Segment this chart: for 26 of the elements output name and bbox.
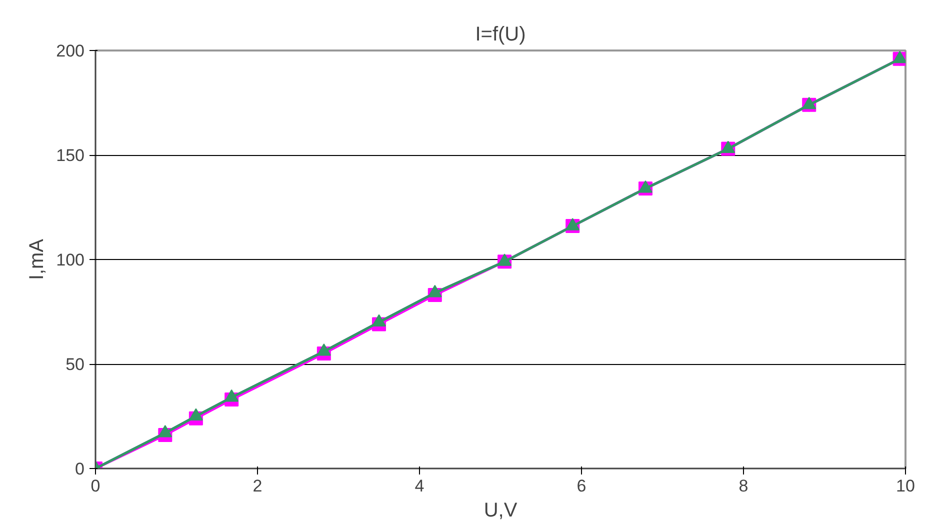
point: [638, 180, 652, 193]
x-tick-label: 8: [738, 476, 748, 496]
point: [892, 50, 906, 64]
point: [428, 284, 442, 298]
x-tick-label: 2: [252, 476, 262, 496]
point: [372, 314, 386, 326]
y-tick-label: 100: [56, 250, 85, 270]
point: [188, 408, 203, 421]
y-tick-label: 0: [75, 460, 85, 478]
x-tick-label: 4: [414, 476, 424, 496]
y-axis-title: I,mA: [26, 238, 48, 280]
y-tick-label: 50: [66, 355, 85, 374]
chart-title: I=f(U): [475, 24, 526, 46]
x-tick-label: 6: [576, 476, 586, 496]
x-axis-title: U,V: [484, 500, 518, 522]
x-tick-label: 10: [896, 476, 915, 496]
point: [158, 424, 172, 438]
x-tick-label: 0: [90, 476, 100, 496]
point: [498, 254, 512, 266]
y-tick-label: 200: [56, 42, 85, 60]
y-tick-label: 150: [56, 146, 85, 165]
point: [224, 389, 239, 402]
point: [566, 218, 580, 230]
point: [316, 343, 331, 356]
point: [802, 96, 816, 110]
point: [721, 140, 736, 153]
